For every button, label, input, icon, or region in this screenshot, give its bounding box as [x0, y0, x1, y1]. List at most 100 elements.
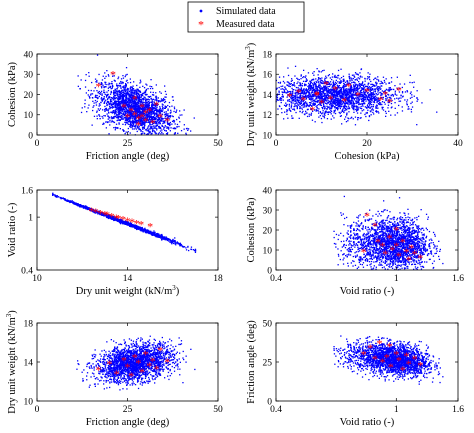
- simulated-series: [275, 65, 438, 126]
- simulated-point: [337, 107, 339, 110]
- simulated-point: [310, 92, 313, 94]
- simulated-point: [296, 107, 298, 110]
- simulated-point: [143, 91, 145, 93]
- simulated-point: [98, 82, 100, 84]
- simulated-point: [127, 106, 129, 108]
- simulated-point: [299, 83, 301, 85]
- simulated-point: [135, 92, 137, 94]
- simulated-point: [295, 111, 297, 114]
- simulated-point: [411, 82, 413, 84]
- simulated-point: [136, 125, 138, 127]
- simulated-point: [416, 97, 418, 99]
- simulated-point: [101, 115, 103, 118]
- simulated-point: [282, 85, 284, 87]
- simulated-point: [384, 110, 387, 113]
- simulated-point: [141, 109, 144, 111]
- simulated-point: [334, 110, 336, 112]
- simulated-point: [325, 83, 328, 85]
- simulated-point: [394, 102, 396, 104]
- simulated-point: [351, 96, 353, 98]
- simulated-point: [81, 107, 83, 109]
- simulated-point: [122, 93, 124, 95]
- simulated-point: [122, 103, 124, 105]
- simulated-point: [124, 121, 126, 123]
- simulated-point: [378, 112, 380, 114]
- simulated-point: [104, 83, 106, 85]
- simulated-point: [167, 126, 169, 129]
- simulated-point: [159, 130, 162, 132]
- simulated-point: [132, 121, 135, 123]
- simulated-point: [116, 85, 119, 87]
- simulated-point: [353, 103, 355, 105]
- simulated-point: [378, 103, 380, 106]
- simulated-point: [94, 78, 97, 80]
- simulated-point: [290, 101, 292, 103]
- simulated-point: [101, 93, 103, 95]
- simulated-point: [149, 126, 151, 128]
- simulated-point: [129, 107, 132, 109]
- simulated-point: [144, 90, 147, 92]
- simulated-point: [116, 119, 118, 122]
- simulated-point: [119, 101, 121, 103]
- simulated-point: [357, 77, 359, 79]
- simulated-point: [139, 98, 142, 100]
- simulated-point: [103, 86, 105, 89]
- simulated-point: [87, 89, 90, 92]
- simulated-point: [339, 115, 342, 117]
- simulated-point: [372, 101, 374, 103]
- simulated-point: [132, 122, 134, 124]
- simulated-point: [334, 76, 336, 78]
- simulated-point: [410, 91, 412, 93]
- simulated-point: [117, 91, 119, 93]
- simulated-point: [129, 90, 131, 92]
- simulated-point: [116, 94, 118, 96]
- simulated-point: [385, 99, 387, 101]
- measured-point: *: [300, 93, 306, 107]
- simulated-point: [119, 109, 122, 111]
- simulated-point: [308, 92, 310, 94]
- simulated-point: [158, 132, 160, 134]
- simulated-point: [429, 89, 431, 91]
- simulated-point: [125, 89, 127, 91]
- simulated-point: [118, 111, 120, 113]
- simulated-point: [125, 95, 127, 97]
- simulated-point: [326, 105, 328, 107]
- simulated-point: [123, 94, 126, 97]
- simulated-point: [150, 111, 153, 113]
- simulated-point: [142, 131, 144, 133]
- simulated-point: [127, 121, 130, 123]
- simulated-point: [147, 133, 149, 135]
- simulated-point: [132, 123, 134, 125]
- simulated-point: [164, 117, 166, 119]
- simulated-point: [331, 76, 333, 78]
- simulated-point: [361, 104, 363, 106]
- simulated-point: [178, 125, 180, 128]
- simulated-point: [317, 77, 320, 79]
- simulated-point: [125, 107, 128, 109]
- simulated-point: [140, 96, 142, 98]
- simulated-point: [134, 117, 136, 119]
- simulated-point: [370, 106, 373, 108]
- simulated-point: [406, 104, 408, 106]
- simulated-point: [290, 80, 292, 82]
- simulated-point: [130, 101, 133, 103]
- simulated-point: [303, 106, 306, 108]
- simulated-point: [345, 89, 347, 92]
- simulated-point: [285, 88, 287, 91]
- simulated-point: [280, 99, 282, 101]
- simulated-point: [161, 124, 163, 126]
- simulated-point: [288, 91, 290, 93]
- simulated-point: [121, 82, 123, 85]
- simulated-point: [359, 117, 361, 119]
- simulated-point: [352, 81, 355, 84]
- simulated-point: [157, 120, 159, 123]
- simulated-point: [77, 75, 79, 77]
- simulated-point: [289, 85, 291, 88]
- simulated-point: [316, 96, 318, 98]
- simulated-point: [159, 126, 162, 129]
- simulated-point: [142, 119, 145, 121]
- simulated-point: [305, 92, 307, 94]
- simulated-point: [150, 91, 152, 93]
- simulated-point: [120, 90, 122, 92]
- simulated-point: [127, 92, 129, 94]
